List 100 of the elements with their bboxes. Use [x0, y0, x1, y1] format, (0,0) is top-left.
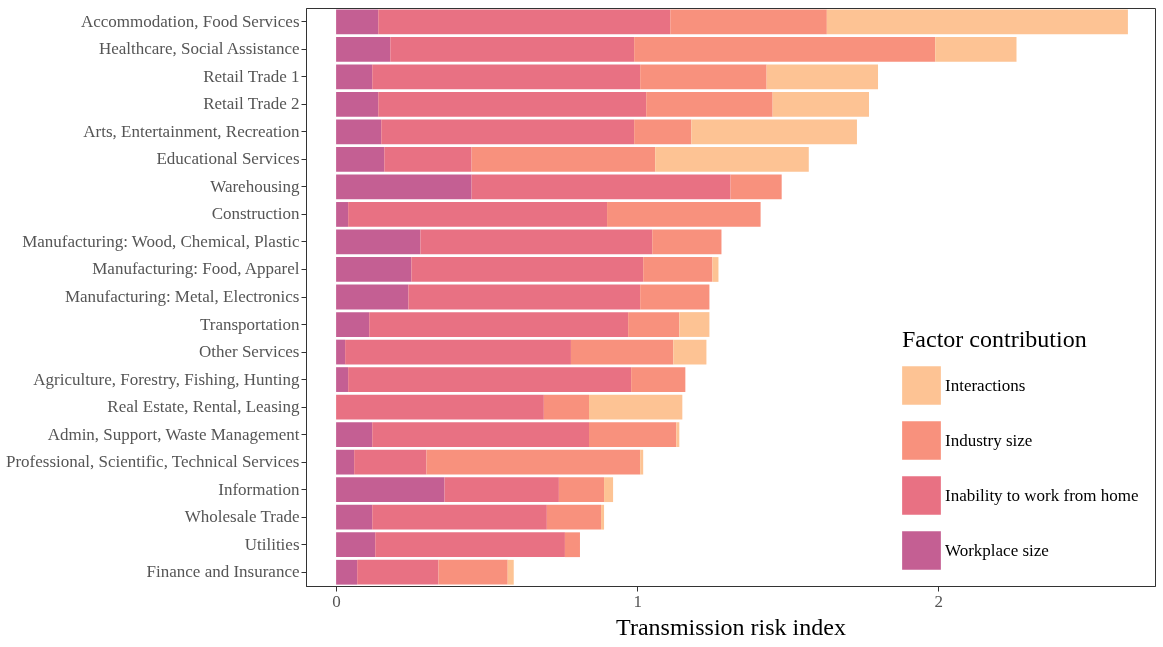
bar	[601, 504, 605, 530]
bar	[372, 422, 589, 447]
legend-label: Interactions	[945, 375, 1026, 395]
bar	[336, 449, 355, 475]
bar	[408, 284, 641, 310]
bar	[411, 257, 644, 282]
bar	[336, 9, 379, 35]
y-tick-label: Healthcare, Social Assistance	[98, 39, 300, 59]
bar	[378, 9, 671, 35]
bar	[426, 449, 641, 475]
bar	[336, 339, 346, 365]
y-tick-label: Other Services	[198, 342, 300, 362]
bar	[420, 229, 653, 255]
bar	[336, 36, 391, 62]
bar	[444, 477, 559, 503]
y-tick-label: Transportation	[200, 314, 300, 334]
bar	[628, 312, 680, 337]
bar	[336, 284, 409, 310]
bar	[354, 449, 427, 475]
bar	[384, 147, 472, 172]
y-tick-label: Retail Trade 1	[203, 66, 300, 86]
y-tick-label: Information	[218, 479, 300, 499]
bar	[336, 422, 373, 447]
y-tick-label: Wholesale Trade	[184, 507, 300, 527]
y-tick-label: Professional, Scientific, Technical Services	[5, 452, 300, 472]
bar	[336, 119, 382, 145]
bar	[372, 64, 641, 90]
bar	[336, 312, 370, 337]
bar	[607, 202, 761, 227]
bar	[372, 504, 547, 530]
y-tick-label: Manufacturing: Metal, Electronics	[64, 287, 300, 306]
bar	[646, 91, 773, 117]
bar	[652, 229, 722, 255]
bar	[348, 202, 608, 227]
bar	[336, 559, 358, 585]
bar	[336, 147, 385, 172]
bar	[558, 477, 605, 503]
bar	[336, 532, 376, 558]
bar	[679, 312, 710, 337]
bar	[336, 504, 373, 530]
bar	[471, 147, 656, 172]
bar	[634, 36, 936, 62]
bar	[730, 174, 782, 200]
y-tick-label: Finance and Insurance	[146, 562, 300, 582]
bar	[640, 64, 767, 90]
bar	[826, 9, 1128, 35]
bar	[381, 119, 635, 145]
y-tick-label: Agriculture, Forestry, Fishing, Hunting	[33, 369, 300, 389]
bar	[673, 339, 707, 365]
bar	[634, 119, 692, 145]
bar	[345, 339, 571, 365]
y-tick-label: Warehousing	[210, 176, 300, 196]
bar	[336, 477, 445, 503]
bar	[336, 64, 373, 90]
bar	[546, 504, 602, 530]
y-tick-label: Admin, Support, Waste Management	[47, 424, 300, 444]
bar	[766, 64, 879, 90]
bar	[348, 367, 632, 392]
bar	[643, 257, 713, 282]
bar	[507, 559, 514, 585]
bar	[375, 532, 565, 558]
bar	[336, 257, 412, 282]
bar	[336, 394, 544, 420]
bar	[336, 174, 472, 200]
bar	[935, 36, 1017, 62]
legend-label: Workplace size	[945, 540, 1049, 560]
y-tick-label: Manufacturing: Food, Apparel	[92, 259, 300, 279]
bar	[640, 449, 644, 475]
bar	[471, 174, 731, 200]
bar	[369, 312, 629, 337]
bar	[631, 367, 686, 392]
bar	[589, 422, 677, 447]
legend-label: Inability to work from home	[945, 485, 1139, 505]
bar	[357, 559, 439, 585]
legend-title: Factor contribution	[902, 326, 1087, 352]
y-tick-label: Real Estate, Rental, Leasing	[107, 397, 300, 417]
bar	[438, 559, 508, 585]
bar	[336, 91, 379, 117]
bar	[589, 394, 683, 420]
x-tick-label: 2	[934, 591, 943, 611]
bar	[378, 91, 647, 117]
y-tick-label: Construction	[211, 204, 300, 224]
bar	[670, 9, 827, 35]
legend-label: Industry size	[945, 430, 1033, 450]
bar	[691, 119, 857, 145]
bar	[390, 36, 635, 62]
bar	[564, 532, 580, 558]
bar	[543, 394, 589, 420]
bar	[604, 477, 614, 503]
x-tick-label: 1	[633, 591, 642, 611]
bar	[712, 257, 719, 282]
y-tick-label: Arts, Entertainment, Recreation	[83, 121, 300, 141]
y-tick-label: Accommodation, Food Services	[80, 11, 300, 31]
bar	[336, 229, 421, 255]
y-tick-label: Manufacturing: Wood, Chemical, Plastic	[22, 231, 300, 251]
bar	[570, 339, 674, 365]
y-tick-label: Utilities	[244, 534, 300, 554]
y-tick-label: Educational Services	[156, 149, 300, 169]
bar	[772, 91, 869, 117]
bar	[336, 202, 349, 227]
